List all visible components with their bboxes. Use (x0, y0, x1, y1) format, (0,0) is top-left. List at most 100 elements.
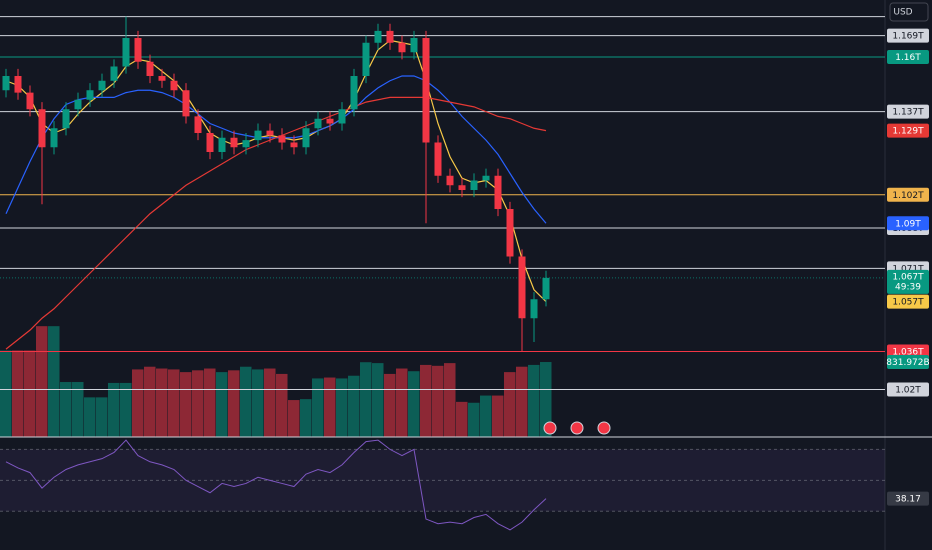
volume-bar (528, 364, 540, 437)
price-line-label: 1.02T (895, 386, 921, 396)
volume-bar (336, 378, 348, 437)
volume-bar (144, 366, 156, 437)
ma-label: 1.09T (895, 219, 921, 229)
candle-body (98, 80, 106, 91)
currency-button[interactable]: USD (889, 2, 929, 22)
price-line-label-box (887, 104, 929, 119)
volume-bar (396, 368, 408, 437)
volume-bar (96, 397, 108, 437)
candle-body (50, 128, 58, 148)
candle-body (494, 175, 502, 209)
candle-body (410, 38, 418, 53)
candle-body (230, 137, 238, 148)
volume-bar (516, 366, 528, 437)
currency-text[interactable]: USD (893, 8, 912, 18)
rsi-label: 38.17 (895, 495, 921, 505)
candle-body (266, 130, 274, 136)
event-icon[interactable] (570, 421, 584, 435)
candle-body (134, 38, 142, 62)
currency-button-frame[interactable] (889, 2, 929, 22)
volume-bar (480, 395, 492, 437)
candle-body (290, 142, 298, 148)
price-line-label: 1.169T (892, 32, 924, 42)
candle-body (86, 90, 94, 100)
candle-body (26, 92, 34, 110)
candle-body (206, 133, 214, 152)
price-line-label: 1.102T (892, 191, 924, 201)
volume-bar (156, 368, 168, 437)
rsi-line (5, 439, 547, 531)
volume-bar (360, 362, 372, 437)
candle-body (422, 38, 430, 143)
candle-body (110, 66, 118, 81)
event-icon[interactable] (543, 421, 557, 435)
candle-body (302, 128, 310, 148)
volume-bar (240, 366, 252, 437)
volume-bar (24, 350, 36, 437)
ma-label-box (887, 294, 929, 309)
volume-bar (36, 326, 48, 437)
volume-bar (228, 370, 240, 437)
candle-body (158, 76, 166, 81)
price-line-label-box (887, 50, 929, 64)
candle-body (482, 175, 490, 181)
volume-bar (48, 326, 60, 437)
candle-body (470, 180, 478, 190)
candle-body (182, 90, 190, 117)
volume-bar (312, 378, 324, 437)
candle-body (446, 175, 454, 186)
candle-body (194, 116, 202, 133)
candle-body (338, 109, 346, 124)
volume-bar (12, 350, 24, 437)
volume-label: 831.972B (886, 358, 929, 368)
volume-bar (264, 368, 276, 437)
volume-bar (504, 372, 516, 437)
volume-bar (408, 371, 420, 437)
price-line-label: 1.137T (892, 108, 924, 118)
rsi-band (0, 449, 885, 512)
event-icon[interactable] (597, 421, 611, 435)
candle-body (386, 30, 394, 43)
candle-body (314, 118, 322, 129)
volume-bar (0, 350, 12, 437)
volume-bar (132, 369, 144, 437)
candle-body (458, 185, 466, 190)
volume-bar (444, 363, 456, 437)
volume-bar (72, 382, 84, 437)
volume-bar (168, 369, 180, 437)
current-price-label: 1.067T (892, 272, 924, 282)
volume-bar (372, 363, 384, 437)
candle-body (278, 135, 286, 143)
price-line-label-box (887, 382, 929, 397)
volume-bar (216, 372, 228, 437)
volume-bar (324, 377, 336, 437)
candle-body (350, 76, 358, 110)
volume-bar (180, 372, 192, 437)
candle-body (242, 140, 250, 148)
plot-layer (0, 16, 885, 531)
rsi-label-box (887, 491, 929, 506)
volume-bar (384, 373, 396, 437)
current-price-box (887, 269, 929, 294)
volume-bar (276, 373, 288, 437)
ma-label-box (887, 216, 929, 231)
volume-bar (204, 368, 216, 437)
volume-bar (288, 400, 300, 437)
volume-label-box (887, 355, 929, 370)
volume-bar (432, 365, 444, 437)
candle-body (170, 80, 178, 91)
volume-bar (192, 370, 204, 437)
candle-body (146, 61, 154, 76)
price-line-label-box (887, 187, 929, 202)
candle-body (362, 42, 370, 76)
candle-body (122, 38, 130, 67)
volume-bar (348, 375, 360, 437)
candle-body (38, 109, 46, 148)
countdown: 49:39 (895, 282, 921, 292)
price-line-label-box (887, 28, 929, 43)
volume-bar (120, 382, 132, 437)
volume-bar (492, 395, 504, 437)
price-line-label: 1.16T (895, 53, 921, 63)
candle-body (14, 76, 22, 93)
